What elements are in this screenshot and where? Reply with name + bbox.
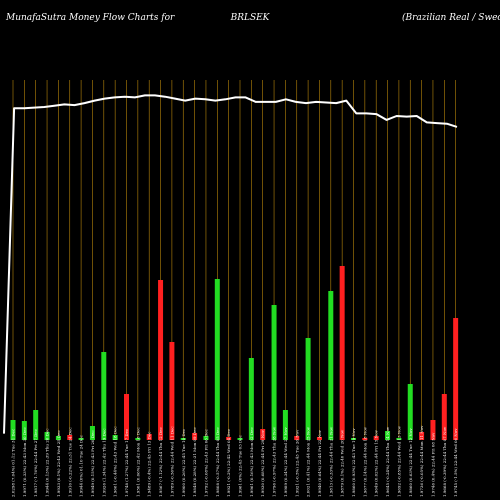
x-axis-label: 1.9692 (-0.85%) 22:44 Wed 13 Nov <box>396 425 401 497</box>
x-axis-label: 1.9961 (0%) 22:43 Tue 03 Dec <box>238 434 243 497</box>
volume-bar-up <box>180 438 186 440</box>
volume-bar-up <box>305 338 311 440</box>
header-title-left: MunafaSutra Money Flow Charts for <box>5 13 175 23</box>
x-axis-label: 1.9900 (0.26%) 22:45 Tue 10 Dec <box>181 428 186 497</box>
x-axis-label: 1.9910 (-0.22%) 22:31 Tue 24 Dec <box>67 427 72 497</box>
volume-bar-down <box>362 438 368 440</box>
volume-bar-up <box>407 384 413 440</box>
x-axis-label: 1.9971 (0.33%) 22:43 Mon 30 Dec <box>22 427 27 497</box>
volume-bar-down <box>453 318 459 440</box>
volume-bar-down <box>67 435 73 440</box>
header-pair-name: (Brazilian Real / Swedish K <box>402 12 500 23</box>
volume-bar-down <box>192 433 198 440</box>
x-axis-label: 1.9949 (0.15%) 22:43 Fri 20 Dec <box>90 430 95 497</box>
vertical-grid-lines <box>12 80 456 440</box>
header-symbol: BRLSEK <box>230 13 271 23</box>
volume-bar-up <box>112 435 118 440</box>
volume-bar-up <box>396 438 402 440</box>
x-axis-label: 1.9926 (1.34%) 22:42 Thu 19 Dec <box>101 428 106 497</box>
volume-bar-down <box>146 434 152 440</box>
x-axis-label: 1.9649 (0.02%) 22:44 Fri 15 Nov <box>374 429 379 497</box>
volume-bar-down <box>316 437 322 440</box>
x-axis-label: 1.9645 (-0.24%) 22:44 Thu 14 Nov <box>385 426 390 497</box>
volume-bar-up <box>271 305 277 440</box>
volume-bar-up <box>135 438 141 440</box>
volume-bar-up <box>248 358 254 440</box>
volume-bar-down <box>339 266 345 440</box>
x-axis-label: 1.9921 (-0.2%) 22:42 Wed 04 Dec <box>226 428 231 497</box>
volume-bar-up <box>282 410 288 440</box>
x-axis-label: 1.9944 (0.13%) 22:39 Thu 26 Dec <box>45 428 50 497</box>
volume-bar-down <box>294 436 300 440</box>
volume-bar-up <box>89 426 95 440</box>
x-axis-label: 1.9796 (-0.97%) 22:43 Thu 28 Nov <box>272 426 277 497</box>
x-axis-label: 2.0021 (0.41%) 22:44 Mon 25 Nov <box>306 426 311 497</box>
volume-bar-down <box>124 394 129 440</box>
x-axis-label: 1.9860 (0.93%) 22:43 Tue 19 Nov <box>351 428 356 497</box>
volume-bar-up <box>55 436 61 440</box>
x-axis-label: 1.9748 (1.27%) 22:44 Tue 17 Dec <box>124 428 129 497</box>
volume-bar-up <box>78 438 84 440</box>
volume-bars <box>10 266 459 440</box>
volume-bar-up <box>101 352 107 440</box>
x-axis-label: 2.0298 (7.04%) 01:12 Tue 31 Dec <box>11 428 16 497</box>
volume-bar-up <box>351 438 356 440</box>
x-axis-label: 1.9789 (-0.56%) 22:44 Wed 11 Dec <box>169 426 174 497</box>
x-axis-label: 1.9808 (-0.57%) 22:44 Thu 05 Dec <box>215 426 220 497</box>
x-axis-label: 1.9813 (-0.33%) 22:44 Thu 21 Nov <box>328 426 333 497</box>
x-axis-label: 1.9668 (-0.39%) 22:44 Thu 07 Nov <box>442 426 447 497</box>
x-axis-label: 1.9989 (0.34%) 22:44 Wed 27 Nov <box>283 427 288 497</box>
x-axis-label: 1.9933 (0.1%) 22:43 Wed 25 Dec <box>56 429 61 497</box>
volume-bar-down <box>226 437 232 440</box>
volume-bar-up <box>237 438 243 440</box>
volume-bar-up <box>328 291 334 440</box>
price-line-layer <box>3 94 458 434</box>
x-axis-label: 1.9489 (-0.4%) 22:43 Fri 13 Dec <box>147 431 152 497</box>
x-axis-label: 1.9661 (-0.44%) 22:43 Wed 18 Dec <box>113 426 118 497</box>
x-axis-label: 1.9961 (0.16%) 22:43 Mon 02 Dec <box>249 427 254 497</box>
x-axis-label: 1.9940 (0.64%) 22:44 Fri 22 Nov <box>317 429 322 497</box>
x-axis-label: 1.9879 (0.1%) 22:40 Wed 20 Nov <box>340 429 345 497</box>
volume-bar-down <box>158 280 164 440</box>
x-axis-label: 1.9848 (0.28%) 22:31 Mon 09 Dec <box>192 427 197 497</box>
x-axis-label: 1.9677 (0.14%) 22:44 Mon 18 Nov <box>362 426 367 497</box>
volume-bar-down <box>169 342 175 440</box>
x-axis-label: 1.9921 (-0.5%) 22:43 Tue 26 Nov <box>294 429 299 497</box>
volume-bar-up <box>33 410 39 440</box>
volume-bar-down <box>430 420 436 440</box>
x-axis-labels: 2.0298 (7.04%) 01:12 Tue 31 Dec 1.9971 (0… <box>11 425 459 497</box>
volume-bar-up <box>385 431 391 440</box>
x-axis-label: 1.9860 (0.63%) 22:44 Tue 12 Nov <box>408 428 413 497</box>
price-line <box>3 94 458 434</box>
volume-bar-down <box>441 394 447 440</box>
volume-bar-up <box>203 436 209 440</box>
volume-bar-down <box>260 429 266 440</box>
x-axis-label: 1.9944 (0%) 01:10 Tue 24 Dec <box>79 434 84 497</box>
volume-bar-down <box>373 436 379 440</box>
x-axis-label: 1.9745 (-1.5%) 22:44 Wed 06 Nov <box>453 428 458 497</box>
volume-bar-down <box>419 432 425 440</box>
x-axis-label: 1.9567 (-1.12%) 22:44 Thu 12 Dec <box>158 426 163 497</box>
volume-bar-up <box>44 432 50 440</box>
volume-bar-up <box>214 279 220 440</box>
x-axis-label: 1.9736 (-0.05%) 22:44 Mon 11 Nov <box>419 425 424 497</box>
x-axis-label: 1.9792 (-0.08%) 22:43 Fri 06 Dec <box>203 428 208 497</box>
x-axis-label: 1.9930 (0.68%) 22:44 Fri 29 Nov <box>260 429 265 497</box>
x-axis-label: 1.9817 (-1.76%) 22:44 Fri 27 Dec <box>33 428 38 497</box>
x-axis-label: 1.9501 (0.06%) 22:42 Mon 16 Dec <box>135 427 140 497</box>
volume-bar-up <box>10 420 16 440</box>
x-axis-label: 1.9746 (0.4%) 22:44 Fri 08 Nov <box>430 432 435 497</box>
volume-bar-up <box>21 421 27 440</box>
